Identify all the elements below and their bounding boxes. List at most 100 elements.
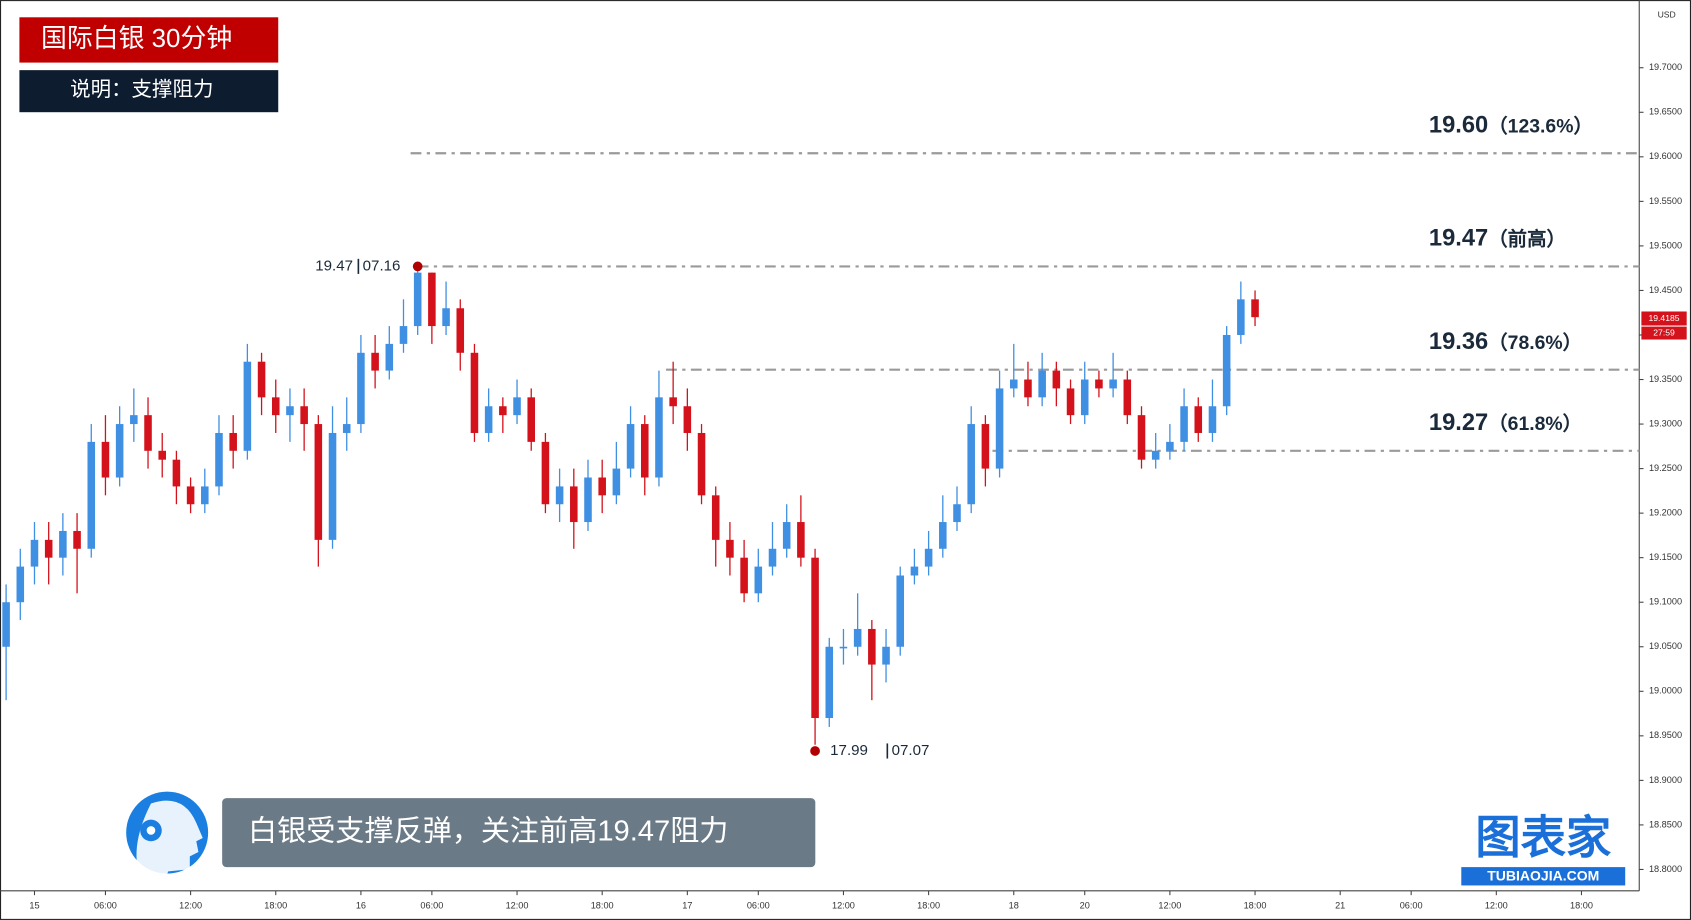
y-tick-label: 19.7000	[1649, 62, 1682, 72]
candle-body	[626, 424, 635, 469]
x-tick-label: 21	[1335, 900, 1345, 910]
candle-body	[257, 361, 266, 398]
candle-body	[385, 343, 394, 371]
y-tick-label: 19.3500	[1649, 374, 1682, 384]
x-tick-label: 12:00	[832, 900, 855, 910]
candle-body	[172, 459, 181, 487]
candle-body	[271, 397, 280, 416]
candle-body	[1222, 334, 1231, 407]
candle-body	[286, 406, 294, 416]
y-tick-label: 19.3000	[1649, 418, 1682, 428]
x-tick-label: 17	[682, 900, 692, 910]
subtitle-box	[19, 70, 279, 113]
y-tick-label: 19.2000	[1649, 508, 1682, 518]
candle-body	[2, 602, 10, 647]
x-tick-label: 06:00	[94, 900, 117, 910]
logo-name: 图表家	[1475, 812, 1612, 863]
candle-body	[711, 495, 720, 540]
candle-body	[924, 548, 933, 567]
candle-body	[484, 406, 493, 433]
candle-body	[655, 397, 663, 478]
candle-body	[612, 468, 621, 496]
timer-label: 27:59	[1653, 327, 1675, 337]
candle-body	[768, 548, 777, 567]
caption: 白银受支撑反弹，关注前高19.47阻力	[248, 814, 728, 847]
candle-body	[30, 539, 39, 567]
candle-body	[1109, 379, 1117, 389]
candle-body	[782, 522, 791, 549]
candle-body	[1038, 370, 1046, 398]
x-tick-label: 12:00	[506, 900, 529, 910]
candle-body	[470, 352, 479, 433]
title: 国际白银 30分钟	[41, 24, 232, 53]
y-tick-label: 19.4500	[1649, 285, 1682, 295]
x-tick-label: 18	[1009, 900, 1019, 910]
candle-body	[73, 530, 81, 549]
y-tick-label: 19.1500	[1649, 552, 1682, 562]
y-tick-label: 18.9000	[1649, 775, 1682, 785]
candle-body	[1095, 379, 1103, 389]
candle-body	[1208, 406, 1217, 433]
candle-body	[314, 424, 323, 540]
candle-body	[868, 628, 876, 665]
y-tick-label: 18.9500	[1649, 730, 1682, 740]
candle-body	[229, 432, 237, 451]
marker-price: 17.99	[830, 742, 868, 759]
candle-body	[342, 424, 351, 433]
y-tick-label: 19.2500	[1649, 463, 1682, 473]
candle-body	[825, 646, 834, 719]
extreme-marker	[412, 261, 423, 272]
caption-box	[222, 798, 816, 868]
x-tick-label: 18:00	[1570, 900, 1593, 910]
candle-body	[953, 504, 961, 523]
level-note: （78.6%）	[1488, 331, 1582, 354]
candle-body	[797, 522, 805, 558]
candle-body	[456, 308, 465, 353]
candle-body	[754, 566, 763, 594]
level-label: 19.47	[1429, 226, 1488, 252]
candle-body	[499, 406, 507, 416]
candle-body	[243, 361, 252, 451]
x-tick-label: 12:00	[179, 900, 202, 910]
candle-body	[44, 539, 53, 558]
candle-body	[1237, 299, 1245, 335]
y-tick-label: 19.5000	[1649, 240, 1682, 250]
y-tick-label: 19.1000	[1649, 597, 1682, 607]
logo-band	[1461, 867, 1626, 886]
candle-body	[357, 352, 365, 425]
x-tick-label: 18:00	[917, 900, 940, 910]
y-tick-label: 19.6000	[1649, 151, 1682, 161]
candle-body	[683, 406, 692, 433]
candle-body	[1080, 379, 1089, 416]
candle-body	[1166, 441, 1174, 451]
y-tick-label: 18.8500	[1649, 819, 1682, 829]
candle-body	[513, 397, 521, 416]
candle-body	[1180, 406, 1188, 442]
candle-body	[697, 432, 706, 496]
x-tick-label: 20	[1080, 900, 1090, 910]
level-label: 19.60	[1429, 113, 1488, 139]
currency: USD	[1658, 9, 1676, 19]
logo-url: TUBIAOJIA.COM	[1487, 868, 1599, 884]
x-tick-label: 06:00	[420, 900, 443, 910]
candle-body	[740, 557, 748, 594]
x-tick-label: 16	[356, 900, 366, 910]
candle-body	[584, 477, 592, 523]
y-tick-label: 19.0000	[1649, 686, 1682, 696]
candle-body	[300, 406, 308, 425]
y-tick-label: 18.8000	[1649, 864, 1682, 874]
candle-body	[995, 388, 1004, 469]
plot	[2, 152, 1640, 745]
x-tick-label: 12:00	[1485, 900, 1508, 910]
y-tick-label: 19.5500	[1649, 196, 1682, 206]
candle-body	[428, 272, 436, 327]
subtitle: 说明：支撑阻力	[70, 78, 213, 101]
extreme-marker	[810, 746, 820, 756]
candle-body	[371, 352, 379, 371]
candle-body	[726, 539, 734, 558]
candle-body	[555, 486, 564, 505]
x-tick-label: 18:00	[264, 900, 287, 910]
candle-body	[527, 397, 536, 442]
